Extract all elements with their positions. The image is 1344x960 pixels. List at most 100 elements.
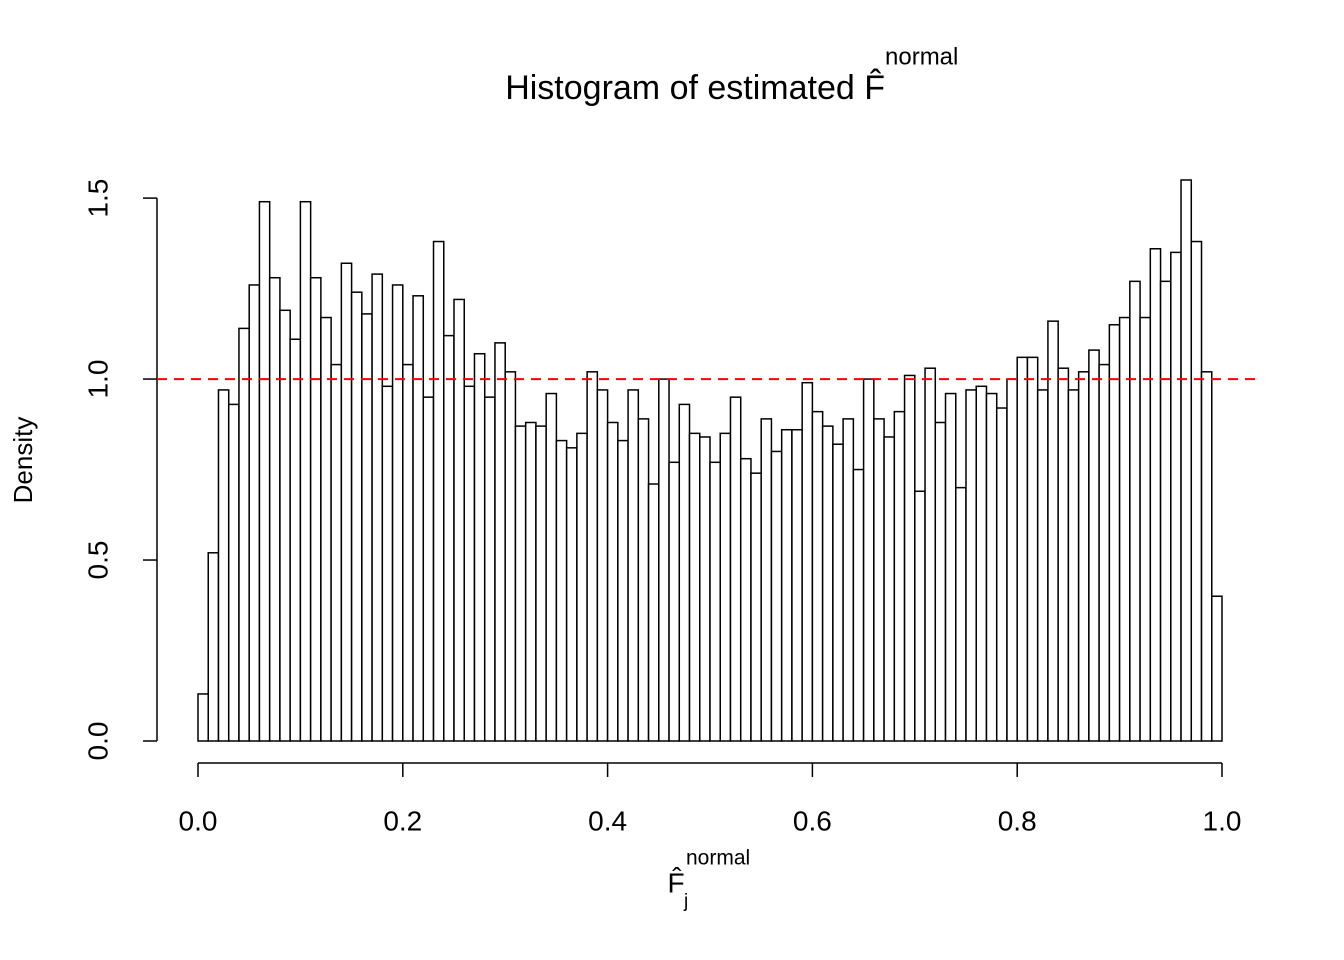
bar [524, 421, 537, 742]
bar [371, 273, 384, 742]
x-tick-label: 0.4 [588, 805, 627, 836]
bar [627, 389, 640, 742]
y-axis-label: Density [8, 417, 38, 504]
bar [780, 428, 793, 742]
bar [299, 200, 312, 742]
x-axis-label: F̂ [667, 867, 684, 898]
bar [555, 439, 568, 742]
bar [1180, 179, 1193, 742]
bar [1118, 316, 1131, 742]
bar [1067, 389, 1080, 742]
x-axis-label-subscript: j [683, 891, 688, 912]
bar [320, 316, 332, 742]
x-tick-label: 0.8 [998, 805, 1037, 836]
bar [668, 461, 681, 742]
bar [934, 421, 947, 742]
bar [402, 363, 414, 742]
bar [709, 461, 721, 742]
bar [862, 378, 875, 742]
x-tick-label: 0.6 [793, 805, 832, 836]
bar [852, 468, 865, 742]
bar [330, 363, 343, 742]
bar [832, 443, 844, 742]
bar [443, 334, 455, 742]
bar [279, 309, 291, 742]
bar [924, 367, 937, 742]
bar [801, 381, 814, 742]
bar [391, 284, 404, 742]
y-tick-label: 0.0 [82, 722, 113, 761]
bar [729, 396, 742, 742]
bar [647, 483, 660, 742]
bar [842, 418, 855, 742]
x-tick-label: 0.0 [179, 805, 218, 836]
bar [1139, 316, 1152, 742]
x-tick-label: 1.0 [1203, 805, 1242, 836]
bar [791, 428, 803, 742]
bar [658, 378, 670, 742]
bar [617, 439, 629, 742]
bar [811, 410, 824, 742]
bar [422, 396, 435, 742]
bar [217, 389, 230, 742]
bar [750, 472, 762, 742]
bar [688, 432, 701, 742]
bar [586, 371, 599, 742]
bar [770, 450, 783, 742]
bar [944, 392, 957, 742]
bar [1129, 280, 1141, 742]
y-tick-label: 1.0 [82, 360, 113, 399]
chart-title-superscript: normal [885, 43, 958, 70]
bar [739, 457, 752, 742]
bar [350, 291, 363, 742]
y-tick-label: 1.5 [82, 179, 113, 218]
bar [1149, 248, 1162, 742]
bar [1088, 349, 1100, 742]
bar [361, 313, 373, 742]
bar [678, 403, 691, 742]
bar [1057, 367, 1070, 742]
bar [504, 371, 517, 742]
bar [248, 284, 261, 742]
bar [514, 425, 527, 742]
bar [1098, 363, 1111, 742]
bar [975, 385, 988, 742]
bar [197, 693, 209, 742]
bar [268, 276, 281, 742]
bar [995, 407, 1008, 742]
bar [914, 490, 926, 742]
bar [494, 342, 506, 742]
bar [1190, 240, 1203, 742]
y-tick-label: 0.5 [82, 541, 113, 580]
bar [1036, 389, 1049, 742]
bar [1108, 324, 1121, 742]
bar [883, 436, 896, 742]
bar [596, 389, 609, 742]
x-tick-label: 0.2 [383, 805, 422, 836]
bar [576, 432, 588, 742]
bar [473, 352, 486, 742]
bar [903, 374, 916, 742]
bar [893, 410, 906, 742]
bar [985, 392, 998, 742]
bar [1077, 371, 1090, 742]
bar [955, 486, 967, 742]
bar [760, 418, 773, 742]
chart-title: Histogram of estimated F̂ [505, 68, 885, 107]
bar [309, 276, 322, 742]
bar [699, 436, 711, 742]
bar [719, 432, 732, 742]
bar [238, 327, 250, 742]
x-axis-label-superscript: normal [686, 847, 750, 870]
bar [1200, 371, 1213, 742]
bar [207, 552, 220, 742]
bar [1170, 251, 1182, 742]
bar [463, 385, 476, 742]
bar [535, 425, 547, 742]
bar [1159, 280, 1172, 742]
bar [412, 295, 425, 742]
bar [340, 262, 353, 742]
bar [821, 425, 834, 742]
bar [453, 298, 465, 742]
